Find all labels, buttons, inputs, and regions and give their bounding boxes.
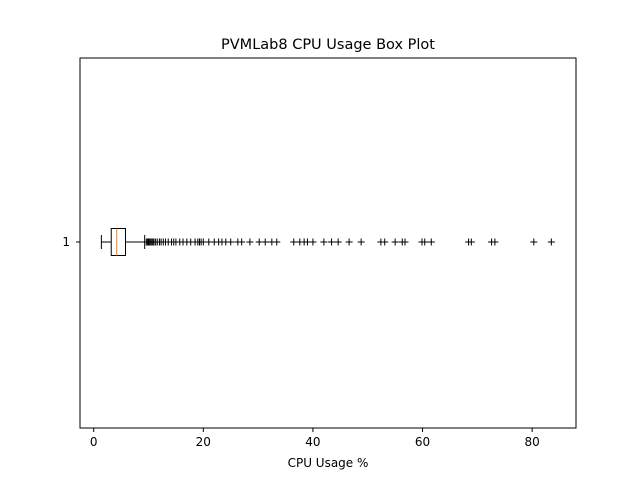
outlier-marker <box>261 238 269 246</box>
x-tick-label: 20 <box>196 435 211 449</box>
outlier-marker <box>328 238 336 246</box>
outlier-marker <box>273 238 281 246</box>
outlier-marker <box>421 238 429 246</box>
outlier-marker <box>309 238 317 246</box>
y-tick-label: 1 <box>62 235 70 249</box>
outlier-marker <box>547 238 555 246</box>
outlier-marker <box>427 238 435 246</box>
plot-layer <box>100 228 555 256</box>
x-tick-label: 60 <box>415 435 430 449</box>
outlier-marker <box>227 238 235 246</box>
outlier-marker <box>467 238 475 246</box>
outlier-marker <box>381 238 389 246</box>
outlier-marker <box>246 238 254 246</box>
x-axis: 0 20 40 60 80 <box>90 428 540 449</box>
outlier-marker <box>401 238 409 246</box>
outlier-marker <box>391 238 399 246</box>
chart-title: PVMLab8 CPU Usage Box Plot <box>221 37 435 53</box>
outlier-marker <box>334 238 342 246</box>
x-tick-label: 40 <box>305 435 320 449</box>
y-axis: 1 <box>62 235 80 249</box>
x-axis-label: CPU Usage % <box>288 456 369 470</box>
outlier-marker <box>255 238 263 246</box>
outlier-marker <box>491 238 499 246</box>
outlier-marker <box>530 238 538 246</box>
axes-frame <box>79 57 577 429</box>
outlier-marker <box>357 238 365 246</box>
outlier-marker <box>345 238 353 246</box>
outlier-marker <box>238 238 246 246</box>
x-tick-label: 0 <box>90 435 98 449</box>
outlier-marker <box>320 238 328 246</box>
iqr-box <box>110 228 126 256</box>
x-tick-label: 80 <box>525 435 540 449</box>
outlier-marker <box>290 238 298 246</box>
